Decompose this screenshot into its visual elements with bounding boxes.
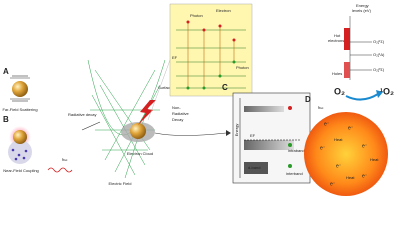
photon-energy: ħω	[318, 105, 323, 110]
hot-electrons: electrons	[328, 38, 344, 43]
transition-arrows	[187, 22, 235, 88]
hole	[288, 164, 292, 168]
electron: e⁻	[330, 181, 336, 187]
hole	[288, 143, 292, 147]
hot-electrons: Hot	[334, 33, 341, 38]
fermi-label: EF	[172, 55, 178, 60]
panel-label: A	[3, 67, 9, 76]
panel-label: C	[222, 83, 228, 92]
electron: e⁻	[324, 121, 330, 127]
level-label: O₂(³Σ)	[373, 67, 385, 72]
emitted-photon	[47, 167, 73, 173]
molecules	[11, 148, 28, 161]
non-radiative: Non-	[172, 105, 181, 110]
hot-particle	[304, 112, 388, 196]
nanoparticle	[13, 130, 27, 144]
panel-label: B	[3, 115, 9, 124]
electron-cloud-label: Electron Cloud	[127, 151, 153, 156]
oxygen: O₂	[334, 86, 345, 96]
arrow-head	[376, 90, 383, 98]
photon-label: Photon	[190, 13, 203, 18]
radiative-decay: Radiative decay	[68, 112, 96, 117]
heat: Heat	[334, 137, 343, 142]
hot-electron-bar	[344, 28, 350, 50]
d-band-label: d-band	[248, 165, 260, 170]
caption: Near-Field Coupling	[3, 168, 39, 173]
holes	[186, 60, 236, 90]
electrons	[186, 20, 236, 42]
photon-energy: ħω	[62, 157, 67, 162]
molecule-cloud	[8, 140, 32, 164]
energy-label: Energy	[234, 124, 239, 137]
hot-electron	[288, 106, 292, 110]
non-radiative: Decay	[172, 117, 183, 122]
level-label: O₂(¹Δ)	[373, 52, 385, 57]
electron: e⁻	[336, 163, 342, 169]
nanoparticle	[12, 81, 28, 97]
holes: Holes	[332, 71, 342, 76]
non-radiative: Radiative	[172, 111, 189, 116]
diagram: A Far-Field Scattering B Near-Field Coup…	[2, 3, 394, 196]
levels-title: levels (eV)	[352, 8, 372, 13]
zoom-line	[147, 59, 171, 121]
electron: e⁻	[362, 143, 368, 149]
singlet-oxygen: ¹O₂	[380, 86, 394, 96]
fermi-label: EF	[250, 133, 256, 138]
panel-label: D	[305, 95, 311, 104]
electric-field-label: Electric Field	[109, 181, 132, 186]
conversion-arrow	[345, 93, 379, 101]
level-label: O₂(¹Σ)	[373, 39, 385, 44]
electron: e⁻	[320, 145, 326, 151]
arrow-head	[226, 130, 231, 136]
interband: interband	[286, 171, 303, 176]
electron-label: Electron	[216, 8, 231, 13]
arrow	[81, 121, 101, 131]
nanoparticle	[130, 123, 146, 139]
band	[244, 106, 284, 112]
scattering-lines	[10, 75, 30, 102]
heat: Heat	[346, 175, 355, 180]
sp-band	[244, 140, 294, 150]
levels-title: Energy	[356, 3, 369, 8]
electron: e⁻	[348, 125, 354, 131]
page: { "panel_a": {"label": "A", "caption": "…	[2, 3, 394, 196]
hole-bar	[344, 62, 350, 78]
caption: Far-Field Scattering	[2, 107, 37, 112]
inset	[169, 3, 253, 97]
photon-label: Photon	[236, 65, 249, 70]
electron: e⁻	[362, 173, 368, 179]
lightning	[138, 100, 156, 125]
intraband: intraband	[288, 148, 305, 153]
arrow	[154, 132, 227, 136]
heat: Heat	[370, 157, 379, 162]
d-band	[244, 162, 268, 174]
electric-field	[87, 59, 166, 179]
